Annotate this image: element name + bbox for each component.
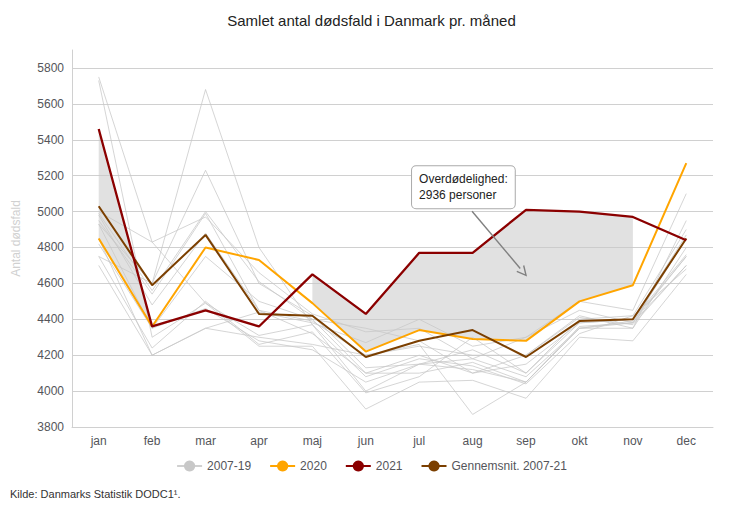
svg-text:dec: dec	[677, 434, 696, 448]
svg-text:2021: 2021	[376, 459, 403, 473]
svg-text:4200: 4200	[37, 348, 64, 362]
svg-text:5200: 5200	[37, 169, 64, 183]
svg-text:2936 personer: 2936 personer	[419, 188, 496, 202]
svg-text:4800: 4800	[37, 240, 64, 254]
svg-text:nov: nov	[623, 434, 642, 448]
svg-text:5000: 5000	[37, 205, 64, 219]
svg-text:3800: 3800	[37, 420, 64, 434]
svg-text:4400: 4400	[37, 312, 64, 326]
svg-text:sep: sep	[516, 434, 536, 448]
svg-text:Samlet antal dødsfald i Danmar: Samlet antal dødsfald i Danmark pr. måne…	[227, 12, 515, 29]
svg-text:apr: apr	[250, 434, 267, 448]
svg-text:jun: jun	[357, 434, 374, 448]
svg-text:aug: aug	[463, 434, 483, 448]
svg-text:feb: feb	[144, 434, 161, 448]
svg-text:2020: 2020	[300, 459, 327, 473]
svg-text:maj: maj	[303, 434, 322, 448]
svg-text:4600: 4600	[37, 276, 64, 290]
svg-text:5400: 5400	[37, 133, 64, 147]
svg-text:jul: jul	[412, 434, 425, 448]
svg-text:okt: okt	[571, 434, 588, 448]
svg-text:2007-19: 2007-19	[207, 459, 251, 473]
svg-text:4000: 4000	[37, 384, 64, 398]
svg-text:Kilde: Danmarks Statistik DODC: Kilde: Danmarks Statistik DODC1¹.	[10, 488, 181, 500]
svg-text:5800: 5800	[37, 61, 64, 75]
svg-text:Overdødelighed:: Overdødelighed:	[419, 172, 508, 186]
svg-text:jan: jan	[90, 434, 107, 448]
svg-text:mar: mar	[195, 434, 216, 448]
svg-text:Antal dødsfald: Antal dødsfald	[9, 200, 23, 277]
svg-text:5600: 5600	[37, 97, 64, 111]
svg-text:Gennemsnit. 2007-21: Gennemsnit. 2007-21	[452, 459, 568, 473]
